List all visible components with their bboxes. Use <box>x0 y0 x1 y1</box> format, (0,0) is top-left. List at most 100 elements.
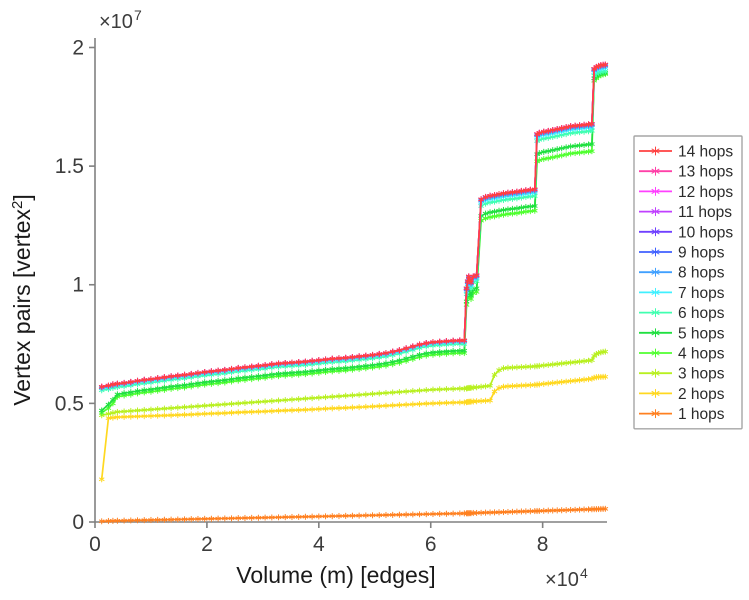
data-point-marker <box>168 412 174 419</box>
legend-item-8-hops[interactable]: 8 hops <box>639 265 725 282</box>
data-point-marker <box>651 267 660 277</box>
legend-item-2-hops[interactable]: 2 hops <box>639 386 725 403</box>
data-point-marker <box>541 128 547 135</box>
data-point-marker <box>410 343 416 350</box>
data-point-marker <box>329 365 336 373</box>
data-point-marker <box>532 186 538 193</box>
data-point-marker <box>416 351 423 358</box>
data-point-marker <box>376 350 383 358</box>
data-point-marker <box>201 368 208 376</box>
data-point-marker <box>188 370 195 378</box>
data-point-marker <box>302 513 309 520</box>
data-point-marker <box>416 400 423 408</box>
data-point-marker <box>500 365 507 372</box>
data-point-marker <box>383 349 389 357</box>
series-8-hops <box>98 62 609 391</box>
data-point-marker <box>316 394 322 401</box>
legend-item-10-hops[interactable]: 10 hops <box>639 224 733 241</box>
legend-item-12-hops[interactable]: 12 hops <box>639 184 733 201</box>
data-point-marker <box>403 355 409 362</box>
data-point-marker <box>175 411 181 419</box>
legend-item-4-hops[interactable]: 4 hops <box>639 346 725 363</box>
data-point-marker <box>523 382 529 389</box>
data-point-marker <box>215 367 221 374</box>
data-point-marker <box>329 393 336 400</box>
legend-item-9-hops[interactable]: 9 hops <box>639 245 725 262</box>
data-point-marker <box>651 227 660 237</box>
legend-item-14-hops[interactable]: 14 hops <box>639 144 733 161</box>
data-point-marker <box>423 386 430 394</box>
data-point-marker <box>195 515 201 523</box>
data-point-marker <box>342 354 349 361</box>
data-point-marker <box>255 398 262 406</box>
data-point-marker <box>222 366 228 374</box>
data-point-marker <box>282 407 289 414</box>
data-point-marker <box>282 514 289 521</box>
data-point-marker <box>651 388 660 398</box>
data-point-marker <box>572 506 578 513</box>
legend-item-11-hops[interactable]: 11 hops <box>639 204 732 221</box>
data-point-marker <box>349 392 356 399</box>
data-point-marker <box>563 124 569 131</box>
data-point-marker <box>532 202 538 210</box>
data-point-marker <box>576 377 583 384</box>
legend-item-6-hops[interactable]: 6 hops <box>639 305 725 322</box>
series-line <box>100 63 607 388</box>
y-tick-label: 1 <box>72 274 84 297</box>
data-point-marker <box>228 376 235 383</box>
series-4-hops <box>98 70 609 416</box>
data-point-marker <box>195 380 201 387</box>
series-line <box>100 67 607 390</box>
data-point-marker <box>509 382 516 390</box>
data-point-marker <box>175 516 181 523</box>
data-point-marker <box>518 382 525 389</box>
data-point-marker <box>396 347 403 354</box>
data-point-marker <box>235 409 242 416</box>
data-point-marker <box>450 385 456 392</box>
legend-item-3-hops[interactable]: 3 hops <box>639 366 725 383</box>
data-point-marker <box>248 408 255 416</box>
data-point-marker <box>349 512 356 519</box>
data-point-marker <box>563 378 569 385</box>
data-point-marker <box>295 369 302 376</box>
data-point-marker <box>222 377 228 384</box>
data-point-marker <box>275 407 282 414</box>
data-point-marker <box>121 517 127 524</box>
data-point-marker <box>295 358 302 366</box>
data-point-marker <box>478 383 484 390</box>
series-13-hops <box>98 61 609 390</box>
data-point-marker <box>248 373 255 380</box>
data-point-marker <box>114 414 121 421</box>
data-point-marker <box>181 411 188 418</box>
data-point-marker <box>336 365 342 372</box>
data-point-marker <box>576 142 583 149</box>
data-point-marker <box>403 511 409 518</box>
data-point-marker <box>208 410 215 417</box>
data-point-marker <box>148 376 154 383</box>
legend-item-7-hops[interactable]: 7 hops <box>639 285 725 302</box>
data-point-marker <box>128 378 134 386</box>
data-point-marker <box>505 508 511 516</box>
series-line <box>100 63 607 388</box>
data-point-marker <box>457 347 463 354</box>
data-point-marker <box>295 406 302 414</box>
data-point-marker <box>567 359 574 366</box>
data-point-marker <box>545 127 552 135</box>
data-point-marker <box>134 407 141 414</box>
data-point-marker <box>581 376 587 383</box>
data-point-marker <box>141 517 148 524</box>
data-point-marker <box>356 353 362 360</box>
data-point-marker <box>443 338 450 345</box>
data-point-marker <box>161 405 168 412</box>
legend-item-13-hops[interactable]: 13 hops <box>639 164 733 181</box>
data-point-marker <box>369 390 376 397</box>
series-7-hops <box>98 64 609 392</box>
legend-item-1-hops[interactable]: 1 hops <box>639 406 725 423</box>
data-point-marker <box>487 382 493 389</box>
data-point-marker <box>134 413 141 420</box>
data-point-marker <box>248 514 255 521</box>
legend-item-5-hops[interactable]: 5 hops <box>639 325 725 342</box>
data-point-marker <box>309 406 315 413</box>
data-point-marker <box>651 348 660 358</box>
